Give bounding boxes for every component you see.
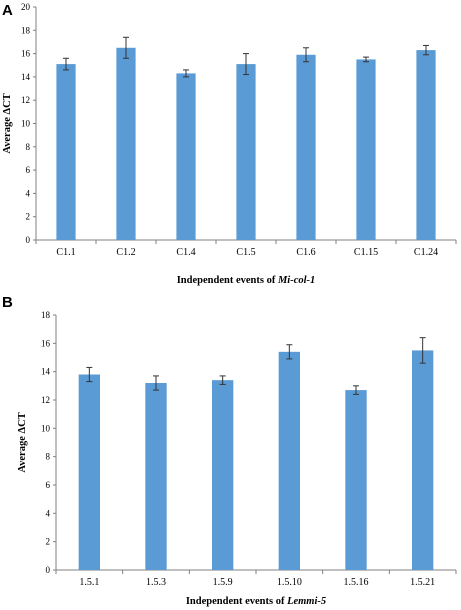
chart-panel-a: A 0 2 4 6 8 10 12 14 16 18 20 C1.1 C1.2 C1.4 C1.5 C1.6 C… [2, 2, 457, 286]
y-tick-label: 12 [41, 395, 50, 405]
x-axis-label-italic: Mi-col-1 [277, 275, 315, 286]
y-tick-label: 0 [26, 235, 31, 245]
x-tick-label: C1.4 [176, 247, 195, 258]
y-axis-label: Average ΔCT [17, 412, 28, 472]
error-bar [353, 385, 359, 395]
bar [278, 351, 300, 570]
bar [356, 59, 376, 240]
x-tick-label: C1.2 [116, 247, 135, 258]
error-bar [303, 47, 309, 63]
error-bar [63, 57, 69, 71]
bar [345, 390, 367, 570]
y-tick-label: 4 [26, 188, 31, 198]
bar [116, 47, 136, 241]
x-tick-label: C1.6 [296, 247, 315, 258]
y-tick-label: 8 [26, 142, 31, 152]
error-bar [183, 69, 189, 78]
x-tick-label: C1.5 [236, 247, 255, 258]
y-tick-label: 10 [41, 423, 51, 433]
error-bar [423, 44, 429, 56]
x-axis-label-prefix: Independent events of [177, 275, 278, 286]
bar [296, 54, 316, 240]
y-tick-label: 6 [46, 480, 51, 490]
x-tick-label: 1.5.10 [277, 577, 302, 588]
y-tick-label: 6 [26, 165, 31, 175]
bar [56, 64, 76, 241]
x-tick-label: 1.5.16 [344, 577, 369, 588]
y-axis-label: Average ΔCT [2, 93, 13, 153]
bar [212, 380, 234, 570]
bar [416, 50, 436, 241]
y-tick-label: 16 [41, 338, 51, 348]
y-tick-label: 16 [21, 49, 31, 59]
bar [236, 64, 256, 241]
panel-label-b: B [2, 294, 13, 311]
y-tick-label: 18 [41, 310, 51, 320]
x-tick-label: 1.5.9 [213, 577, 233, 588]
panel-label-a: A [2, 2, 13, 19]
x-tick-label: C1.24 [414, 247, 438, 258]
x-axis-label: Independent events of Mi-col-1 [177, 275, 316, 286]
error-bar [243, 53, 249, 76]
y-tick-label: 4 [46, 508, 51, 518]
y-tick-label: 18 [21, 25, 31, 35]
error-bar [419, 337, 426, 364]
x-tick-label: 1.5.21 [410, 577, 435, 588]
error-bar [86, 366, 93, 383]
x-axis-label-italic: Lemmi-5 [286, 596, 326, 607]
error-bar [123, 36, 129, 59]
y-tick-label: 14 [41, 367, 51, 377]
x-axis-label-prefix: Independent events of [186, 596, 287, 607]
bar-chart-b: 0 2 4 6 8 10 12 14 16 18 1.5.1 1.5.3 1.5.9 1.5.10 1.5.… [17, 310, 457, 607]
chart-panel-b: B 0 2 4 6 8 10 12 14 16 18 1.5.1 1.5.3 1.5.9 1.5.10 1.… [0, 290, 461, 610]
y-tick-label: 12 [21, 95, 30, 105]
x-tick-label: 1.5.1 [79, 577, 99, 588]
bar-chart-a: 0 2 4 6 8 10 12 14 16 18 20 C1.1 C1.2 C1.4 C1.5 C1.6 C1.… [2, 2, 457, 286]
y-tick-label: 2 [26, 212, 31, 222]
y-tick-label: 8 [46, 452, 51, 462]
error-bar [219, 375, 226, 385]
bar [78, 374, 100, 570]
y-tick-label: 20 [21, 2, 31, 12]
x-tick-label: 1.5.3 [146, 577, 166, 588]
bar [176, 73, 196, 240]
x-tick-label: C1.1 [56, 247, 75, 258]
y-tick-label: 0 [46, 565, 51, 575]
x-tick-label: C1.15 [354, 247, 378, 258]
error-bar [286, 344, 293, 360]
x-axis-label: Independent events of Lemmi-5 [186, 596, 326, 607]
y-tick-label: 2 [46, 537, 51, 547]
error-bar [153, 375, 159, 391]
error-bar [363, 56, 369, 63]
y-tick-label: 10 [21, 119, 31, 129]
bar [145, 383, 167, 570]
y-tick-label: 14 [21, 72, 31, 82]
bar [412, 350, 434, 570]
